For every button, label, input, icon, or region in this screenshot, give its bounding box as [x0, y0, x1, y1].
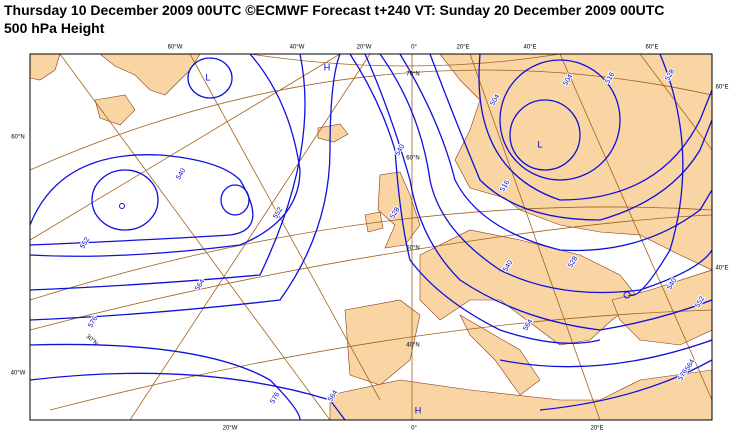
map-body [30, 54, 712, 420]
longitude-label: 20°E [456, 45, 469, 51]
latitude-label: 60°N [11, 135, 24, 141]
contours [30, 54, 712, 420]
graticule [30, 54, 712, 420]
longitude-label: 0° [411, 426, 417, 432]
latitude-label: 40°N [406, 343, 419, 349]
latitude-label: 40°W [11, 371, 26, 377]
longitude-label: 0° [411, 45, 417, 51]
longitude-label: 20°E [590, 426, 603, 432]
latitude-label: 40°E [715, 266, 728, 272]
longitude-label: 20°W [223, 426, 238, 432]
latitude-label: 70°N [406, 72, 419, 78]
latitude-label: 60°E [715, 85, 728, 91]
longitude-label: 40°E [523, 45, 536, 51]
pressure-center: H [415, 405, 422, 415]
latitude-label: 50°N [406, 246, 419, 252]
latitude-label: 60°N [406, 156, 419, 162]
subtitle: 500 hPa Height [4, 20, 105, 36]
longitude-label: 40°W [290, 45, 305, 51]
title: Thursday 10 December 2009 00UTC ©ECMWF F… [4, 2, 665, 18]
pressure-center: H [324, 62, 331, 72]
pressure-center: L [537, 139, 542, 149]
longitude-label: 20°W [357, 45, 372, 51]
longitude-label: 60°W [168, 45, 183, 51]
pressure-center: L [205, 72, 210, 82]
longitude-label: 60°E [645, 45, 658, 51]
